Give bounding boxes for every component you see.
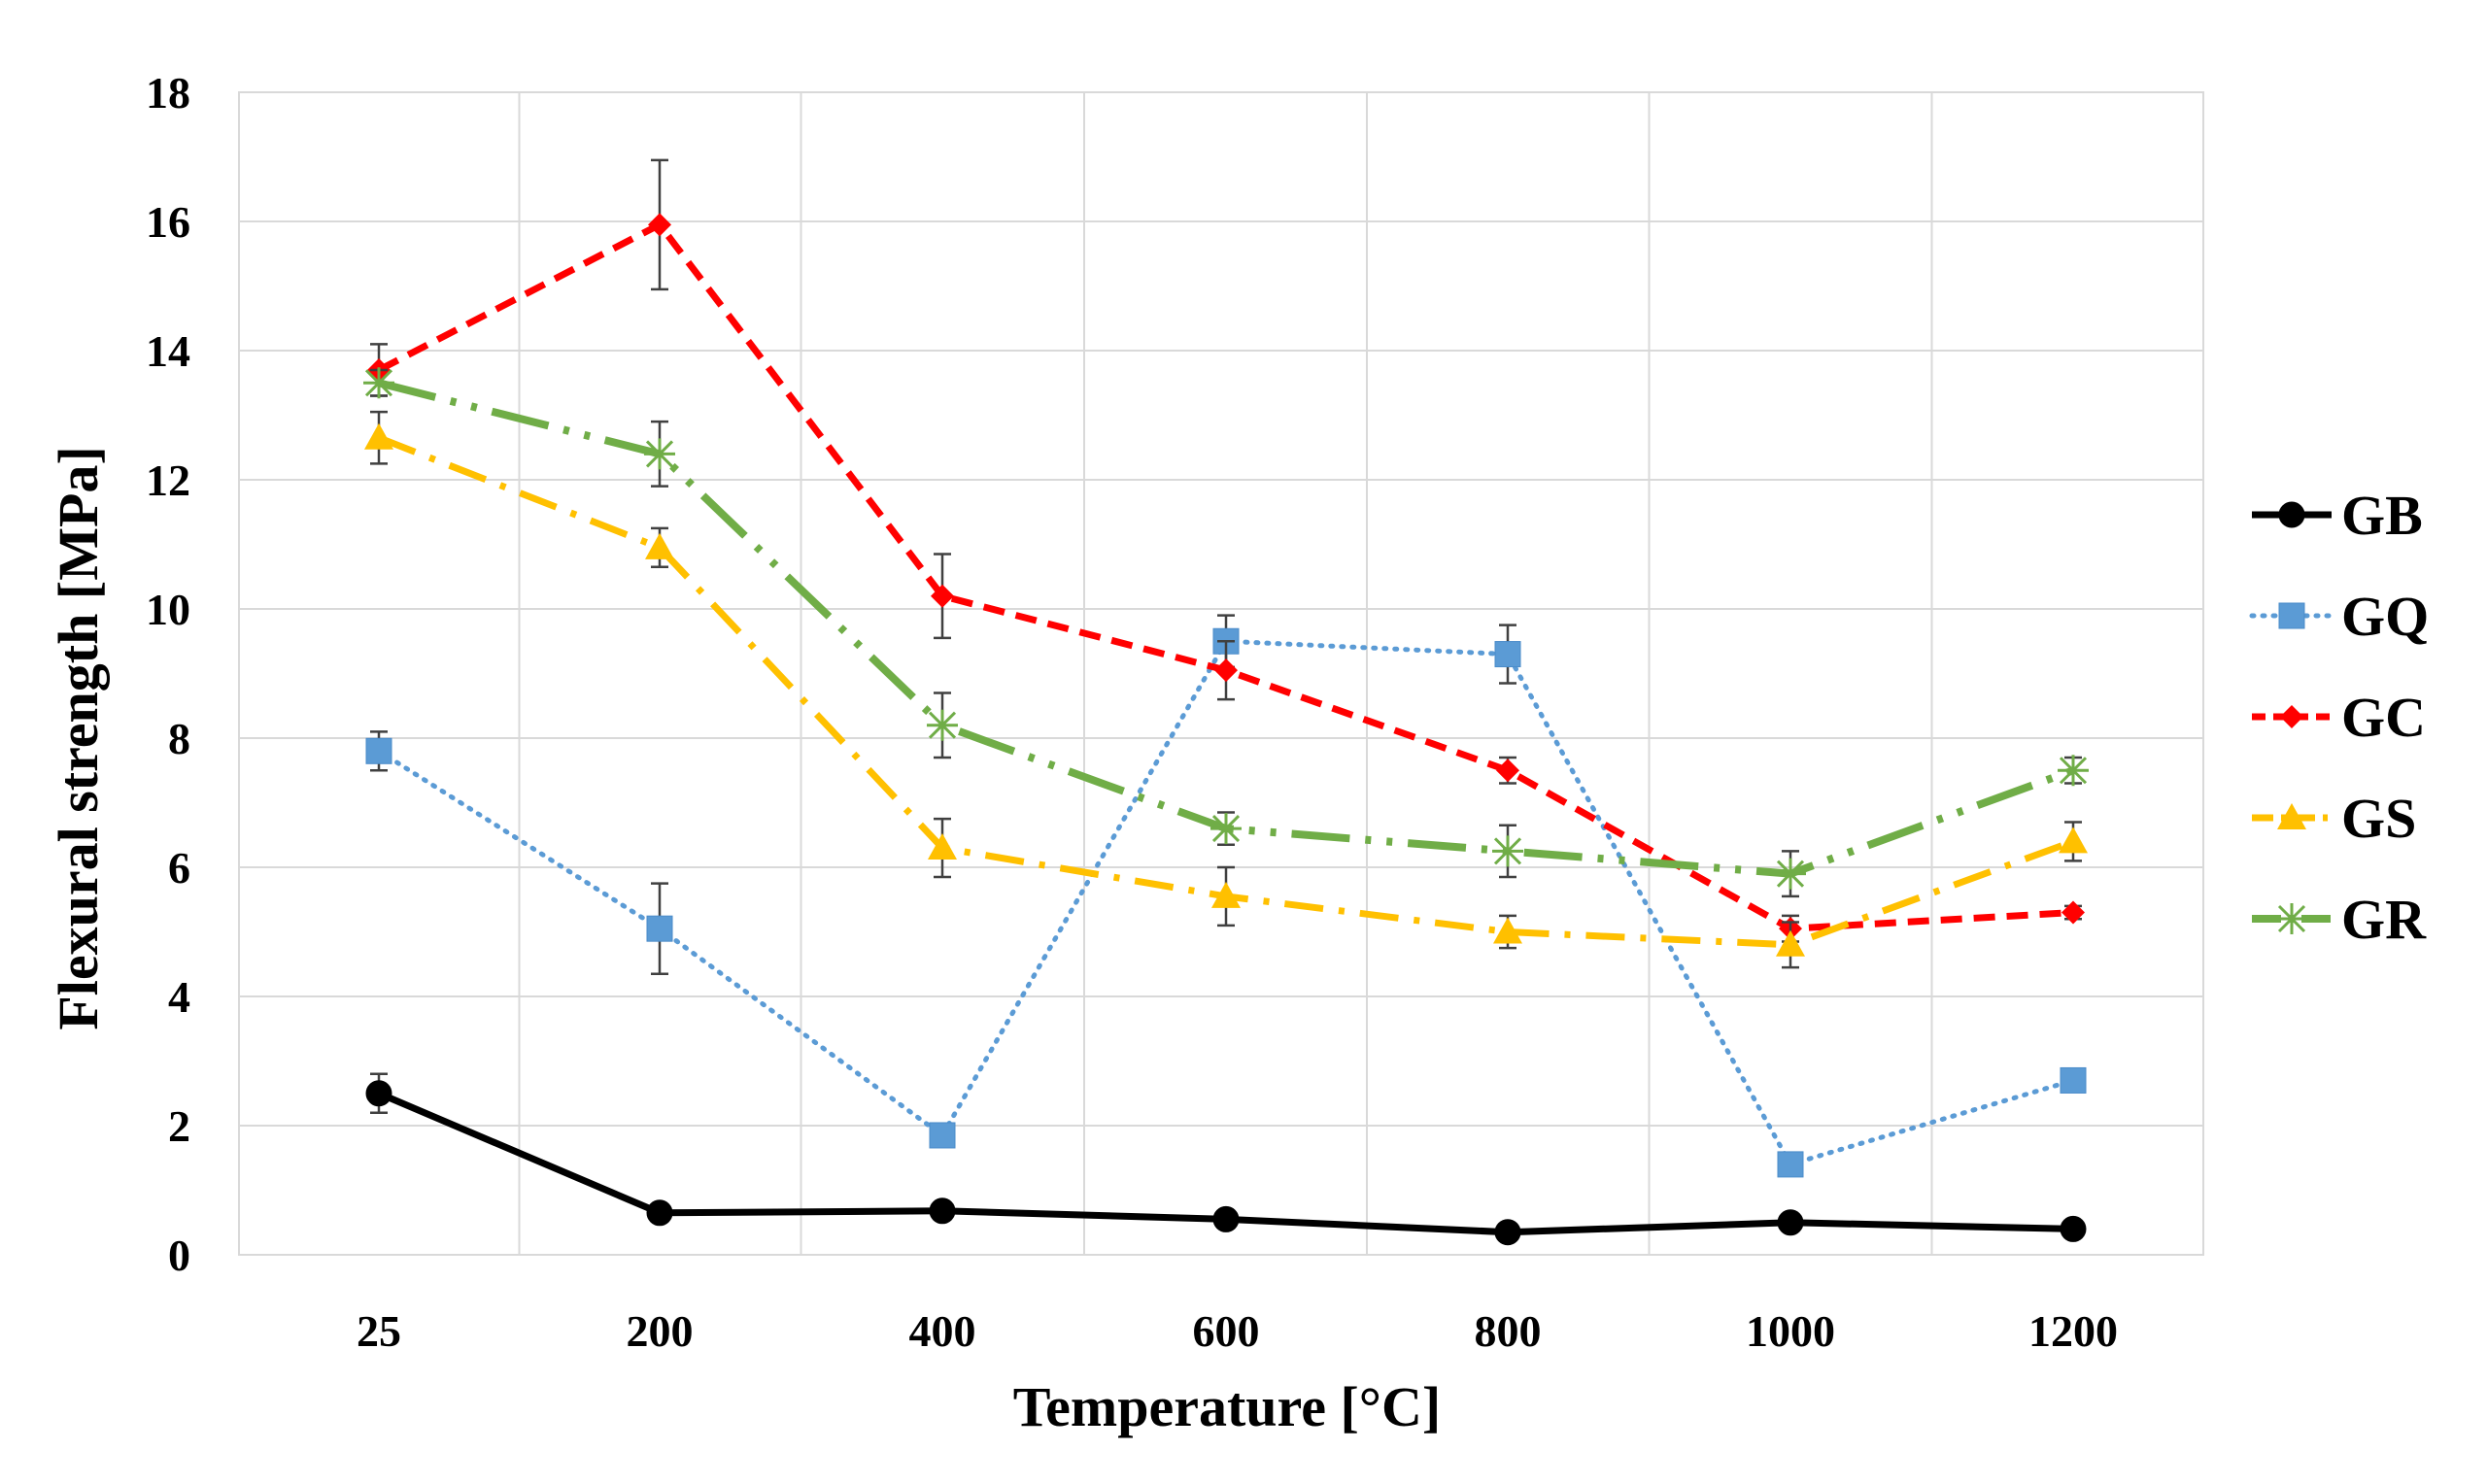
x-tick-label: 400 <box>909 1306 976 1356</box>
legend: GB GQ GC GS GR <box>2249 484 2429 951</box>
data-point-gr <box>1210 813 1242 845</box>
data-point-gr <box>2058 755 2089 787</box>
y-axis-title: Flexural strength [MPa] <box>47 446 110 1029</box>
legend-label-gc: GC <box>2341 686 2426 749</box>
data-point-gs <box>1776 929 1805 957</box>
data-point-gq <box>1494 641 1521 668</box>
data-point-gq <box>1777 1151 1804 1178</box>
data-point-gr <box>644 438 675 470</box>
data-point-gc <box>648 213 671 237</box>
x-tick-labels: 25 200 400 600 800 1000 1200 <box>357 1306 2118 1356</box>
grid <box>238 91 2204 1256</box>
x-axis-title: Temperature [°C] <box>1013 1375 1441 1438</box>
data-point-gc <box>1496 759 1519 783</box>
legend-item-gc: GC <box>2252 686 2426 749</box>
data-point-gb <box>646 1199 673 1227</box>
data-point-gb <box>1494 1219 1521 1246</box>
y-tick-label: 8 <box>168 714 190 763</box>
legend-item-gb: GB <box>2252 484 2423 547</box>
series-gs <box>364 410 2088 969</box>
x-tick-label: 600 <box>1193 1306 1260 1356</box>
data-point-gs <box>1493 917 1522 944</box>
data-point-gb <box>1777 1209 1804 1236</box>
x-tick-label: 200 <box>627 1306 694 1356</box>
data-point-gs <box>645 532 674 559</box>
y-tick-label: 0 <box>168 1231 190 1280</box>
x-tick-label: 25 <box>357 1306 401 1356</box>
legend-label-gs: GS <box>2341 787 2416 850</box>
legend-item-gq: GQ <box>2249 585 2429 648</box>
series-gr <box>363 367 2089 898</box>
legend-label-gb: GB <box>2341 484 2423 547</box>
data-point-gb <box>2060 1215 2087 1242</box>
y-tick-label: 16 <box>146 197 190 247</box>
data-point-gb <box>365 1080 392 1107</box>
data-point-gb <box>929 1197 956 1225</box>
data-point-gs <box>2059 826 2088 854</box>
legend-marker-gc <box>2280 705 2303 728</box>
y-tick-label: 12 <box>146 455 190 505</box>
data-point-gc <box>2061 900 2085 925</box>
legend-marker-gb <box>2278 501 2305 528</box>
data-point-gq <box>646 915 673 942</box>
data-point-gr <box>1775 858 1806 890</box>
y-tick-label: 14 <box>146 326 190 376</box>
data-point-gs <box>364 422 393 450</box>
y-tick-label: 4 <box>168 972 190 1022</box>
data-point-gb <box>1212 1205 1240 1232</box>
data-point-gs <box>1211 881 1241 908</box>
x-tick-label: 1200 <box>2028 1306 2118 1356</box>
data-point-gq <box>2060 1066 2087 1094</box>
series-gb <box>365 1072 2087 1246</box>
legend-marker-gr <box>2276 903 2307 934</box>
data-point-gr <box>1492 835 1523 867</box>
y-tick-label: 10 <box>146 585 190 634</box>
x-tick-label: 800 <box>1475 1306 1542 1356</box>
data-point-gc <box>1214 658 1238 683</box>
y-tick-label: 6 <box>168 843 190 893</box>
data-point-gq <box>365 737 392 764</box>
data-point-gc <box>931 584 954 608</box>
data-point-gq <box>929 1122 956 1149</box>
legend-label-gq: GQ <box>2341 585 2429 648</box>
legend-marker-gq <box>2278 602 2305 629</box>
data-point-gr <box>363 367 394 399</box>
legend-item-gs: GS <box>2252 787 2416 850</box>
legend-item-gr: GR <box>2252 888 2427 951</box>
plot-area <box>238 91 2204 1256</box>
y-tick-label: 18 <box>146 68 190 118</box>
data-point-gs <box>928 833 957 860</box>
data-point-gr <box>927 709 958 741</box>
x-tick-label: 1000 <box>1746 1306 1835 1356</box>
series-layer <box>363 158 2089 1246</box>
legend-marker-gs <box>2277 803 2306 829</box>
legend-label-gr: GR <box>2341 888 2427 951</box>
y-tick-label: 2 <box>168 1101 190 1151</box>
y-tick-labels: 0 2 4 6 8 10 12 14 16 18 <box>146 68 190 1280</box>
